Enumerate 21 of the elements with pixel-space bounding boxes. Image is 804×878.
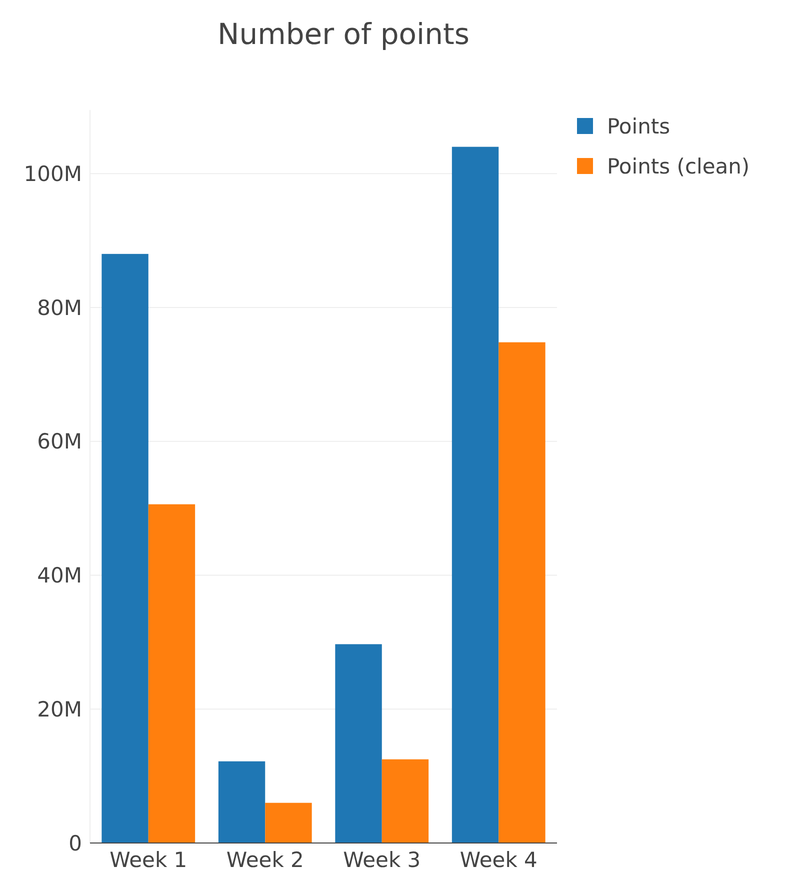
bar: [265, 802, 312, 843]
bar: [452, 146, 499, 843]
y-tick-label: 60M: [37, 430, 82, 454]
y-tick-label: 80M: [37, 296, 82, 320]
y-tick-label: 0: [68, 831, 82, 856]
y-tick-label: 40M: [37, 564, 82, 588]
legend-label: Points: [607, 114, 670, 138]
bar: [335, 644, 382, 843]
x-tick-label: Week 3: [343, 848, 421, 872]
y-tick-label: 100M: [24, 162, 82, 186]
bar: [218, 761, 266, 843]
chart-title: Number of points: [218, 17, 470, 51]
y-tick-label: 20M: [37, 697, 82, 722]
bar: [498, 342, 546, 843]
bar: [102, 254, 148, 843]
x-tick-label: Week 1: [110, 848, 188, 872]
x-tick-label: Week 4: [460, 848, 538, 872]
legend-label: Points (clean): [607, 154, 750, 178]
x-tick-label: Week 2: [226, 848, 304, 872]
bar: [148, 504, 196, 843]
bar: [382, 759, 429, 843]
